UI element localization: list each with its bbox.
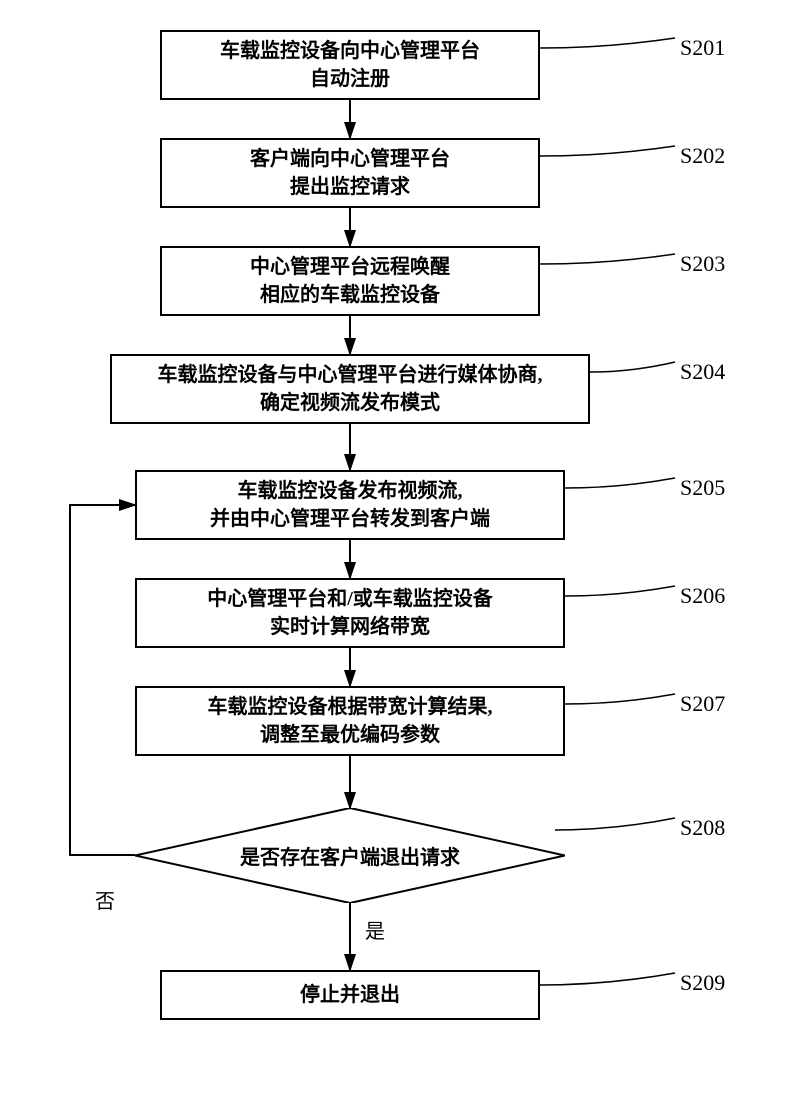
- branch-label-yes: 是: [365, 915, 385, 944]
- flow-box-line: 客户端向中心管理平台: [250, 145, 450, 173]
- flow-box-s206: 中心管理平台和/或车载监控设备实时计算网络带宽: [135, 578, 565, 648]
- flow-box-s209: 停止并退出: [160, 970, 540, 1020]
- flow-box-line: 实时计算网络带宽: [270, 613, 430, 641]
- flow-box-s201: 车载监控设备向中心管理平台自动注册: [160, 30, 540, 100]
- flow-box-line: 车载监控设备向中心管理平台: [220, 37, 480, 65]
- step-label-l204: S204: [680, 359, 725, 385]
- step-label-l203: S203: [680, 251, 725, 277]
- flow-box-line: 车载监控设备发布视频流,: [238, 477, 463, 505]
- flow-box-s202: 客户端向中心管理平台提出监控请求: [160, 138, 540, 208]
- step-label-l206: S206: [680, 583, 725, 609]
- flow-box-line: 调整至最优编码参数: [260, 721, 440, 749]
- step-label-l201: S201: [680, 35, 725, 61]
- flow-box-line: 车载监控设备根据带宽计算结果,: [208, 693, 493, 721]
- step-label-l208: S208: [680, 815, 725, 841]
- flow-box-line: 相应的车载监控设备: [260, 281, 440, 309]
- step-label-l205: S205: [680, 475, 725, 501]
- flowchart-canvas: 车载监控设备向中心管理平台自动注册客户端向中心管理平台提出监控请求中心管理平台远…: [0, 0, 800, 1095]
- flow-box-s205: 车载监控设备发布视频流,并由中心管理平台转发到客户端: [135, 470, 565, 540]
- flow-box-s207: 车载监控设备根据带宽计算结果,调整至最优编码参数: [135, 686, 565, 756]
- flow-box-line: 车载监控设备与中心管理平台进行媒体协商,: [158, 361, 543, 389]
- flow-box-line: 并由中心管理平台转发到客户端: [210, 505, 490, 533]
- flow-box-line: 中心管理平台和/或车载监控设备: [207, 585, 493, 613]
- flow-box-s204: 车载监控设备与中心管理平台进行媒体协商,确定视频流发布模式: [110, 354, 590, 424]
- flow-box-line: 中心管理平台远程唤醒: [250, 253, 450, 281]
- branch-label-no: 否: [95, 885, 115, 914]
- decision-text: 是否存在客户端退出请求: [135, 808, 565, 903]
- flow-box-line: 确定视频流发布模式: [260, 389, 440, 417]
- step-label-l209: S209: [680, 970, 725, 996]
- step-label-l202: S202: [680, 143, 725, 169]
- flow-box-s203: 中心管理平台远程唤醒相应的车载监控设备: [160, 246, 540, 316]
- flow-box-line: 自动注册: [310, 65, 390, 93]
- flow-box-line: 提出监控请求: [290, 173, 410, 201]
- decision-diamond: 是否存在客户端退出请求: [135, 808, 565, 903]
- flow-box-line: 停止并退出: [300, 981, 400, 1009]
- step-label-l207: S207: [680, 691, 725, 717]
